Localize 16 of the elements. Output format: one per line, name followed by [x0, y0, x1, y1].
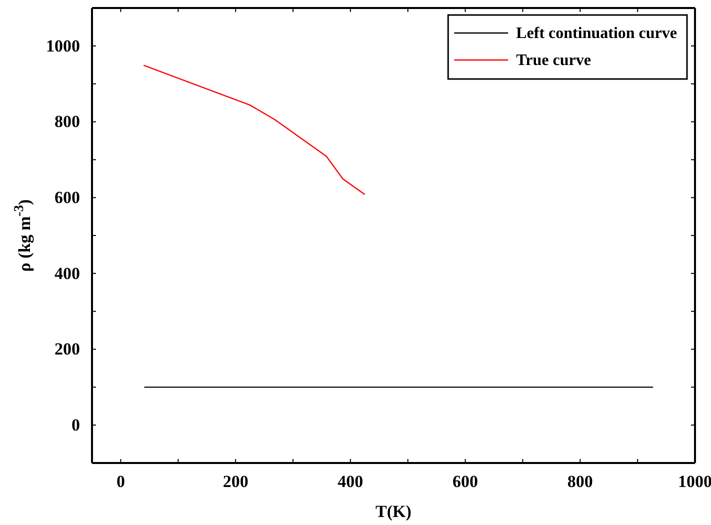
x-tick-label: 400 — [338, 472, 364, 492]
line-series — [143, 64, 366, 196]
y-tick-label: 600 — [54, 188, 80, 208]
y-tick-label: 200 — [54, 340, 80, 359]
x-tick-label: 200 — [222, 472, 248, 492]
x-tick-label: 1000 — [678, 472, 711, 492]
y-tick-label: 800 — [54, 112, 80, 132]
legend-label: True curve — [516, 52, 591, 69]
x-axis-title: T(K) — [376, 502, 412, 521]
x-tick-label: 800 — [567, 472, 593, 492]
y-tick-label: 0 — [72, 416, 80, 435]
x-tick-label: 0 — [116, 472, 125, 492]
y-tick-label: 1000 — [46, 36, 80, 56]
x-tick-label: 600 — [452, 472, 478, 492]
y-tick-label: 400 — [54, 264, 80, 283]
legend-label: Left continuation curve — [516, 25, 677, 42]
